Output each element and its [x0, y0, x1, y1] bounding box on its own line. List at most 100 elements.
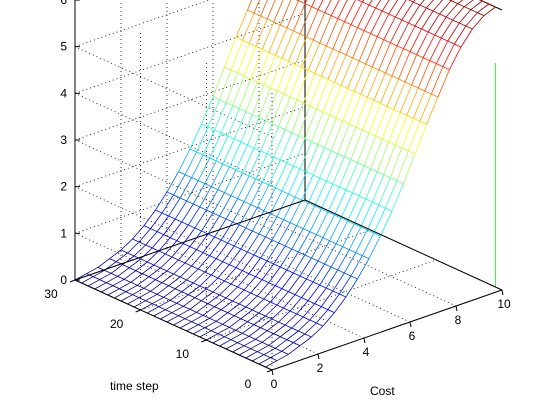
- mesh-segment: [288, 168, 301, 195]
- mesh-segment: [271, 219, 284, 241]
- mesh-segment: [222, 315, 235, 325]
- mesh-segment: [352, 30, 365, 59]
- mesh-segment: [225, 72, 239, 103]
- mesh-segment: [339, 159, 352, 188]
- mesh-segment: [350, 255, 363, 277]
- mesh-segment: [399, 84, 413, 113]
- mesh-segment: [174, 200, 188, 220]
- mesh-segment: [337, 123, 350, 154]
- mesh-segment: [151, 234, 165, 249]
- mesh-segment: [237, 273, 250, 288]
- x-tick-mark: [455, 305, 458, 312]
- mesh-segment: [389, 147, 403, 178]
- mesh-segment: [155, 191, 168, 211]
- mesh-segment: [247, 233, 260, 253]
- y-axis-line: [74, 279, 273, 371]
- mesh-segment: [380, 210, 393, 237]
- mesh-segment: [248, 150, 261, 177]
- mesh-segment: [398, 51, 411, 80]
- mesh-segment: [470, 0, 483, 10]
- mesh-segment: [263, 187, 276, 211]
- x-tick-label: 4: [363, 345, 370, 359]
- mesh-segment: [401, 118, 414, 149]
- mesh-segment: [417, 60, 431, 89]
- mesh-segment: [275, 269, 288, 286]
- mesh-segment: [388, 112, 401, 143]
- mesh-segment: [327, 51, 340, 80]
- mesh-segment: [357, 258, 370, 280]
- mesh-segment: [403, 153, 416, 184]
- mesh-segment: [279, 327, 292, 337]
- x-axis-label: Cost: [370, 384, 395, 398]
- mesh-segment: [327, 293, 340, 310]
- mesh-segment: [142, 264, 155, 274]
- mesh-segment: [266, 126, 280, 155]
- mesh-segment: [245, 81, 258, 112]
- mesh-segment: [174, 279, 187, 289]
- mesh-segment: [439, 0, 452, 15]
- mesh-segment: [240, 230, 253, 250]
- mesh-segment: [255, 153, 268, 180]
- mesh-segment: [350, 129, 363, 160]
- mesh-segment: [362, 100, 375, 131]
- mesh-segment: [394, 115, 408, 146]
- mesh-segment: [385, 45, 398, 74]
- mesh-segment: [316, 309, 329, 324]
- mesh-segment: [358, 33, 372, 62]
- mesh-segment: [266, 321, 279, 331]
- mesh-segment: [173, 318, 186, 326]
- mesh-segment: [155, 209, 347, 298]
- mesh-segment: [311, 325, 324, 338]
- mesh-segment: [210, 163, 224, 187]
- mesh-segment: [143, 279, 156, 289]
- mesh-segment: [294, 278, 307, 295]
- mesh-segment: [99, 272, 112, 281]
- mesh-segment: [255, 330, 268, 340]
- mesh-segment: [270, 190, 283, 214]
- mesh-segment: [250, 279, 263, 294]
- grid-line: [74, 59, 306, 141]
- mesh-segment: [332, 156, 345, 185]
- mesh-segment: [324, 243, 337, 265]
- mesh-segment: [224, 329, 237, 338]
- mesh-segment: [212, 280, 225, 293]
- mesh-segment: [189, 148, 381, 237]
- mesh-segment: [204, 160, 217, 184]
- mesh-segment: [109, 249, 122, 259]
- mesh-segment: [298, 0, 300, 1]
- mesh-segment: [106, 275, 118, 284]
- grid-line: [74, 0, 211, 48]
- mesh-segment: [225, 286, 238, 299]
- mesh-segment: [465, 12, 478, 27]
- mesh-segment: [196, 233, 209, 250]
- mesh-segment: [232, 345, 245, 353]
- mesh-segment: [278, 222, 291, 244]
- mesh-segment: [197, 157, 211, 181]
- mesh-segment: [307, 177, 321, 204]
- mesh-segment: [127, 241, 140, 254]
- mesh-segment: [407, 121, 421, 152]
- x-tick-mark: [271, 369, 274, 376]
- mesh-segment: [183, 227, 196, 244]
- mesh-segment: [424, 63, 437, 92]
- mesh-segment: [191, 314, 204, 323]
- mesh-segment: [325, 269, 339, 289]
- mesh-segment: [419, 93, 432, 122]
- mesh-segment: [339, 24, 352, 53]
- mesh-segment: [335, 88, 349, 119]
- mesh-segment: [281, 272, 294, 289]
- mesh-segment: [311, 0, 316, 7]
- mesh-segment: [376, 141, 390, 172]
- mesh-segment: [270, 288, 283, 303]
- mesh-segment: [281, 342, 294, 352]
- mesh-segment: [120, 294, 133, 302]
- mesh-segment: [165, 240, 178, 255]
- mesh-segment: [281, 30, 294, 59]
- mesh-segment: [227, 224, 240, 244]
- mesh-segment: [214, 218, 227, 238]
- mesh-segment: [347, 60, 360, 89]
- mesh-segment: [430, 66, 444, 95]
- mesh-segment: [173, 262, 186, 275]
- mesh-segment: [477, 3, 490, 13]
- mesh-segment: [414, 124, 427, 155]
